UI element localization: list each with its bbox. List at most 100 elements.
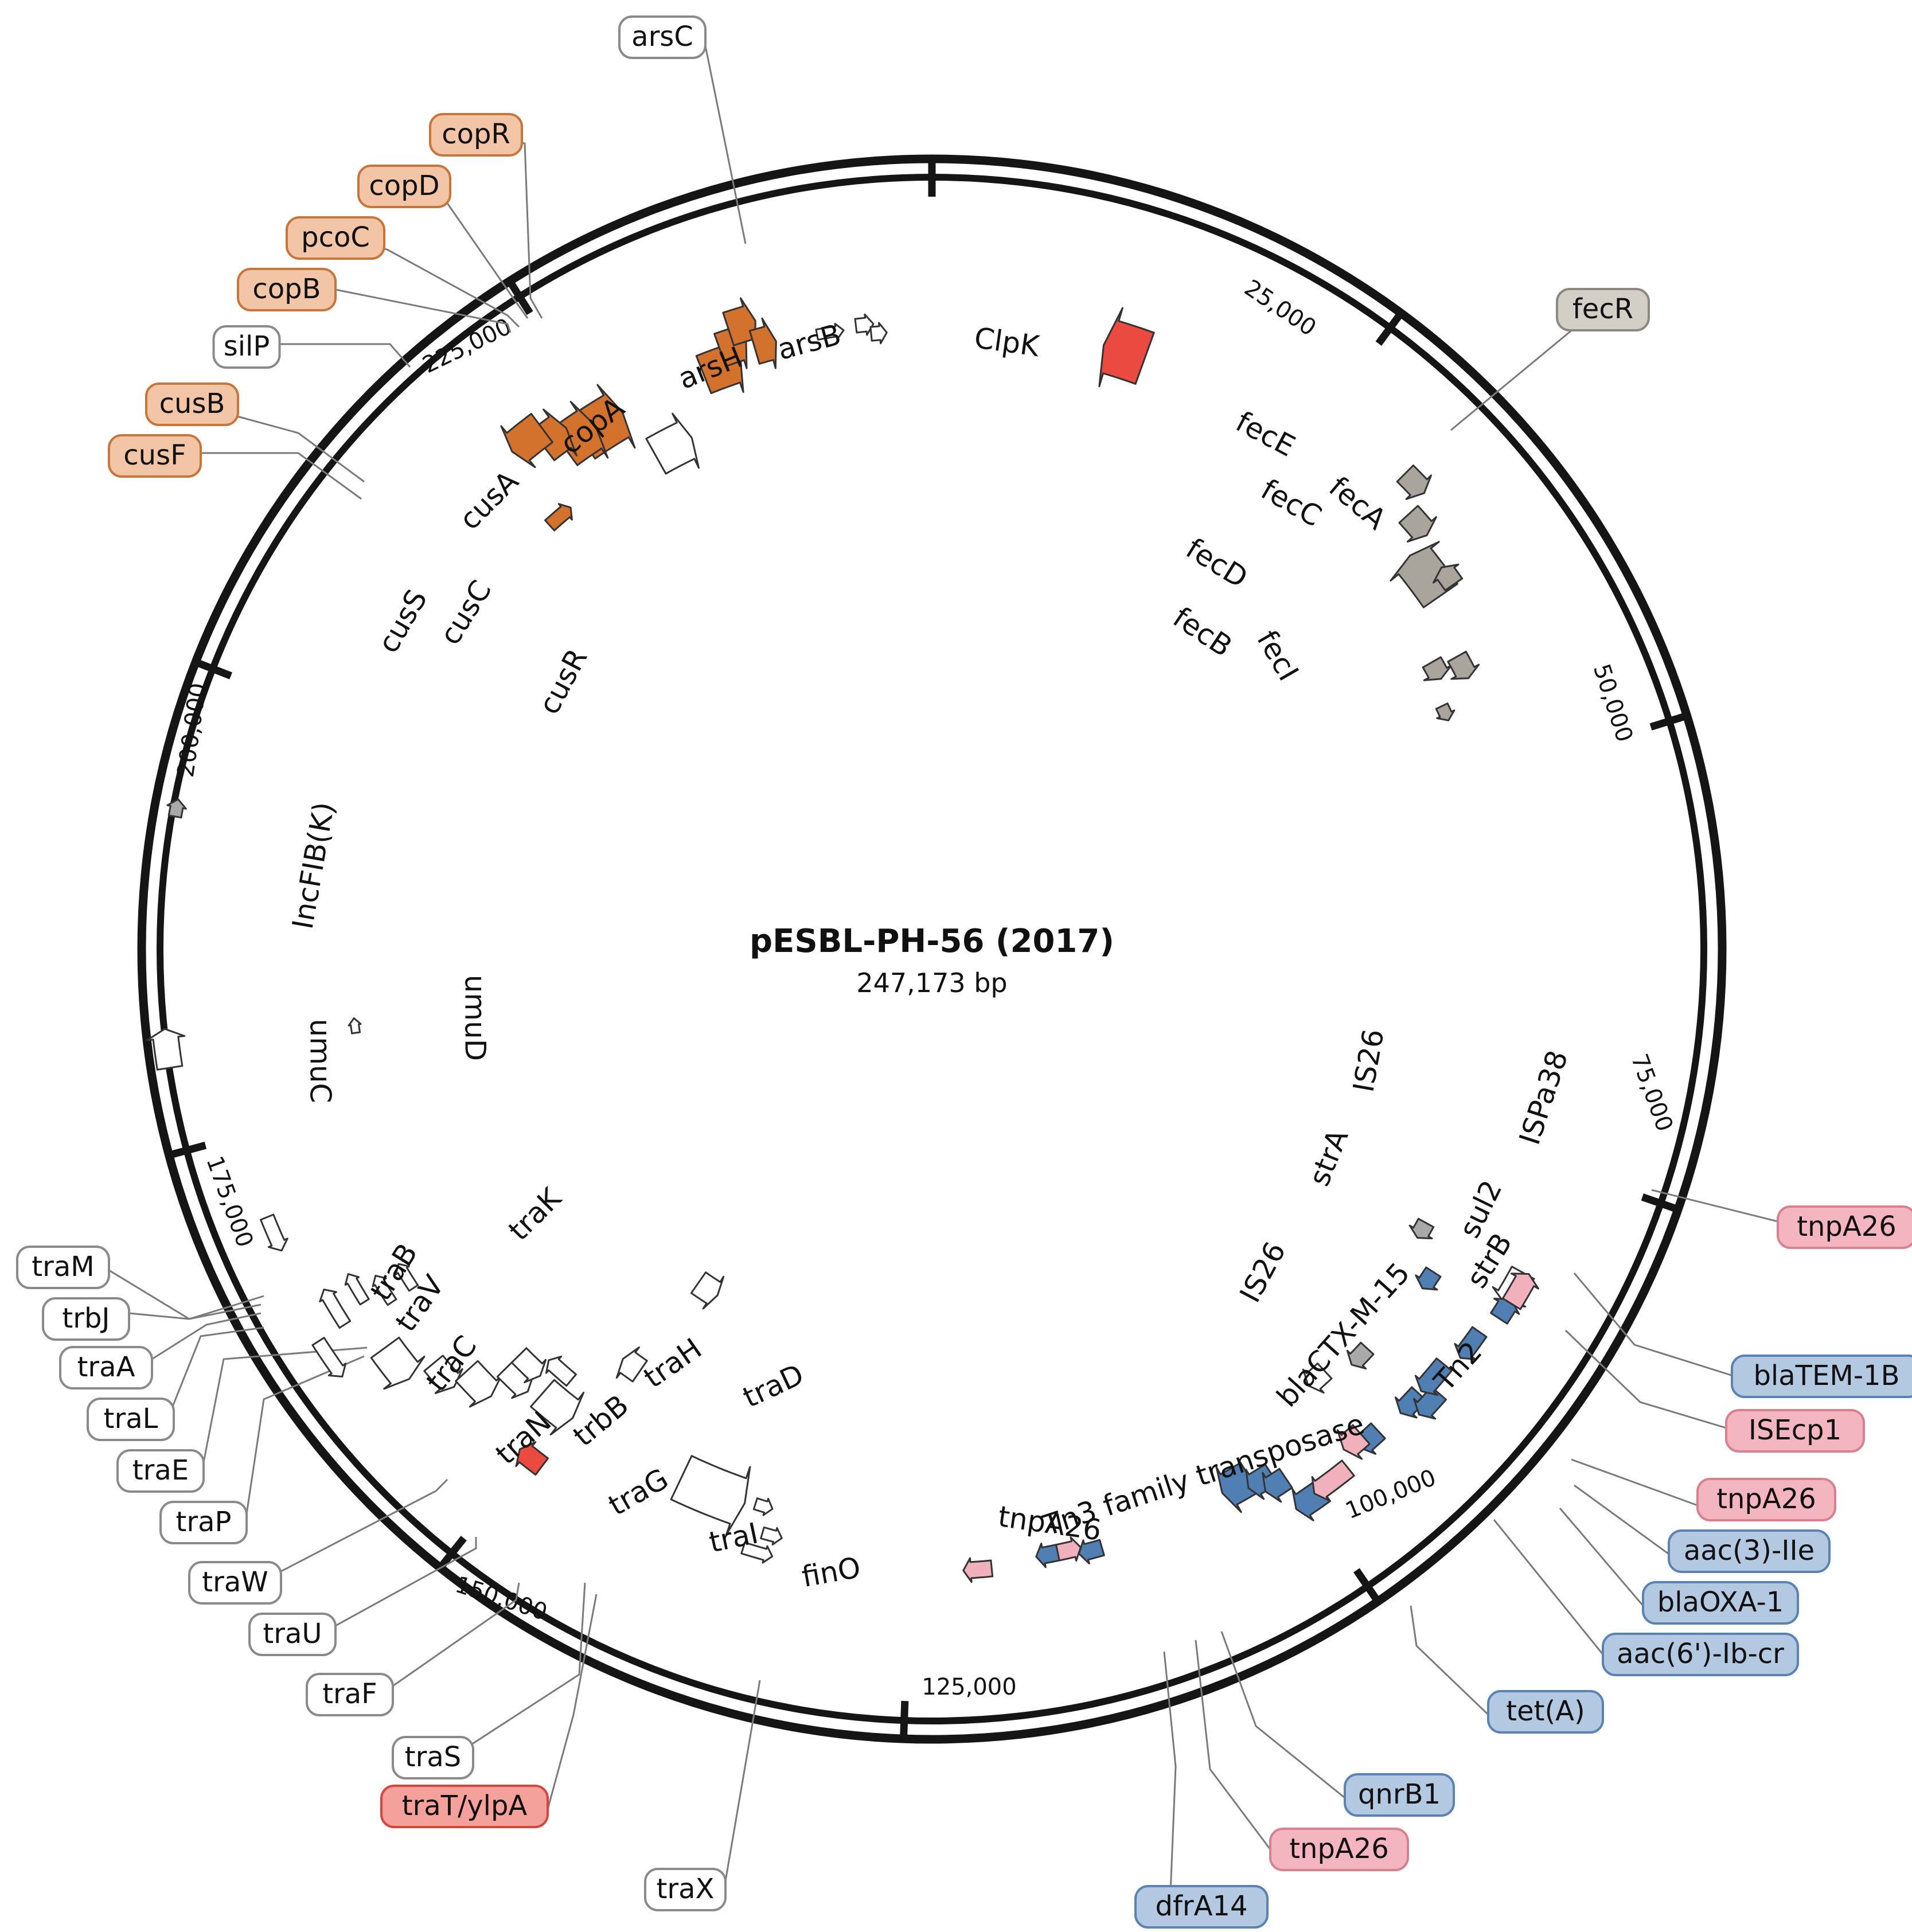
gene-arrow xyxy=(1346,1341,1375,1370)
gene-arrow xyxy=(1501,1273,1539,1310)
gene-arrow xyxy=(670,1455,751,1536)
callout-box xyxy=(618,15,707,59)
callout-box xyxy=(87,1398,175,1441)
gene-arrow xyxy=(1396,465,1432,500)
gene-arrow xyxy=(645,412,700,475)
callout-label: traE xyxy=(132,1454,189,1486)
callout-label: ISEcp1 xyxy=(1749,1414,1841,1446)
position-tick-mark xyxy=(166,1141,207,1160)
gene-arrow xyxy=(690,1271,725,1310)
gene-label: cusS xyxy=(372,584,434,658)
callout-label: aac(3)-IIe xyxy=(1684,1535,1815,1567)
callout-label: traF xyxy=(322,1678,377,1710)
gene-label: IS26 xyxy=(1347,1027,1390,1095)
gene-label: finO xyxy=(799,1551,863,1594)
gene-arrow xyxy=(423,1355,463,1394)
gene-arrow xyxy=(815,323,845,341)
plasmid-name: pESBL-PH-56 (2017) xyxy=(750,923,1114,960)
gene-label: fecC xyxy=(1255,473,1327,533)
gene-arrow xyxy=(760,1526,783,1545)
position-tick-label: 50,000 xyxy=(1588,661,1638,745)
callout-box xyxy=(42,1297,130,1341)
gene-arrow xyxy=(146,1028,186,1071)
callout-box xyxy=(212,325,281,369)
callout-box xyxy=(1487,1690,1604,1734)
callout-label: cusF xyxy=(123,439,186,471)
position-tick-mark xyxy=(1375,309,1406,346)
gene-arrow xyxy=(1390,541,1458,608)
gene-arrow xyxy=(372,1275,397,1306)
gene-label: traG xyxy=(603,1462,674,1522)
callout-label: traW xyxy=(202,1566,268,1598)
gene-arrow xyxy=(544,503,573,532)
callout-leader-line xyxy=(1195,1640,1339,1851)
callout-label: tnpA26 xyxy=(1716,1483,1816,1515)
callout-box xyxy=(357,165,451,208)
gene-arrow xyxy=(1035,1543,1062,1568)
gene-arrow xyxy=(1078,1539,1105,1564)
gene-arrow xyxy=(1408,1217,1435,1240)
gene-label: cusR xyxy=(532,643,594,720)
callout-label: traA xyxy=(77,1351,135,1383)
callout-label: traU xyxy=(263,1618,322,1650)
callout-box xyxy=(1642,1581,1799,1625)
callout-label: trbJ xyxy=(62,1302,110,1334)
gene-arrow xyxy=(550,401,609,466)
callout-box xyxy=(1344,1773,1455,1817)
plasmid-length: 247,173 bp xyxy=(856,967,1007,998)
gene-label: strA xyxy=(1302,1125,1355,1191)
gene-label: fecB xyxy=(1167,600,1238,663)
gene-arrow xyxy=(1055,1536,1082,1562)
callout-box xyxy=(286,216,385,260)
position-tick-mark xyxy=(1649,711,1691,731)
gene-label: fecE xyxy=(1231,405,1301,463)
callout-box xyxy=(116,1449,205,1493)
callout-label: traX xyxy=(657,1873,715,1905)
gene-label: IncFIB(K) xyxy=(286,799,341,931)
position-tick-mark xyxy=(899,1700,909,1742)
callout-label: arsC xyxy=(631,21,693,53)
callout-label: copR xyxy=(442,118,510,150)
gene-arrow xyxy=(1398,505,1437,543)
gene-arrow xyxy=(545,1355,577,1387)
callout-label: traL xyxy=(104,1403,158,1435)
gene-arrow xyxy=(260,1213,288,1252)
callout-box xyxy=(1696,1478,1836,1521)
gene-label: IS26 xyxy=(1233,1236,1292,1307)
gene-label: fecA xyxy=(1322,470,1392,536)
gene-arrow xyxy=(510,1347,547,1383)
position-tick-label: 175,000 xyxy=(201,1153,258,1251)
callout-label: copB xyxy=(252,273,321,305)
callout-label: blaOXA-1 xyxy=(1657,1586,1784,1618)
gene-label: fecD xyxy=(1180,532,1254,595)
callout-label: aac(6')-Ib-cr xyxy=(1617,1638,1784,1670)
callout-box xyxy=(1269,1828,1409,1871)
callout-box xyxy=(1777,1205,1912,1249)
callout-label: blaTEM-1B xyxy=(1753,1360,1899,1392)
callout-box xyxy=(188,1561,282,1605)
callout-label: tnpA26 xyxy=(1797,1211,1897,1243)
gene-label: umuD xyxy=(459,975,492,1061)
gene-arrow xyxy=(395,1263,419,1292)
gene-arrow xyxy=(530,1379,585,1436)
callout-label: traS xyxy=(405,1741,461,1773)
gene-arrow xyxy=(752,1497,774,1516)
callout-label: dfrA14 xyxy=(1155,1890,1247,1922)
position-tick-mark xyxy=(192,658,232,680)
callout-box xyxy=(145,383,239,426)
callout-label: fecR xyxy=(1572,293,1633,325)
callout-box xyxy=(16,1246,110,1289)
gene-arrow xyxy=(515,1441,549,1476)
gene-arrow xyxy=(869,322,888,345)
gene-arrow xyxy=(1447,650,1480,680)
gene-arrow xyxy=(344,1273,370,1306)
position-tick-label: 200,000 xyxy=(173,681,212,779)
gene-label: ClpK xyxy=(972,321,1041,363)
gene-arrow xyxy=(962,1557,994,1583)
gene-arrow xyxy=(1415,1266,1442,1291)
gene-label: traH xyxy=(638,1332,708,1395)
position-tick-label: 125,000 xyxy=(922,1674,1016,1700)
callout-label: traM xyxy=(32,1251,94,1283)
